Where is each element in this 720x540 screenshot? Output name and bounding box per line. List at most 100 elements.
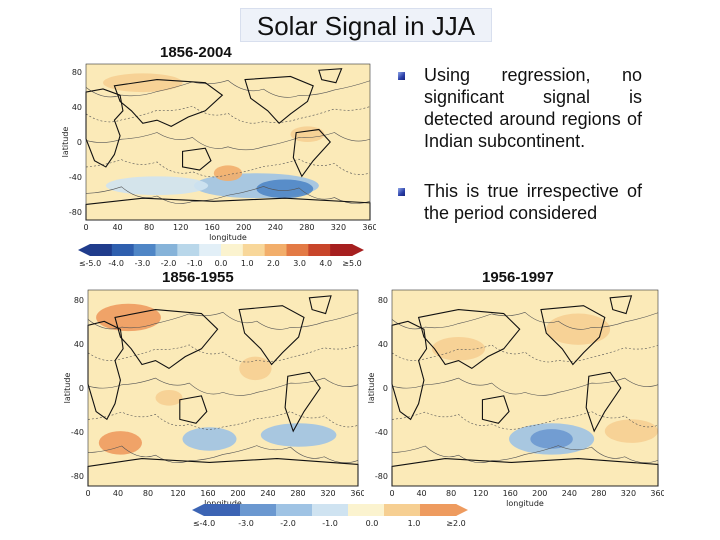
anomaly-region [431,337,486,361]
colorbar-tick-label: 0.0 [215,259,228,268]
colorbar-arrow-right [456,504,468,516]
y-tick-label: 40 [72,103,82,112]
x-tick-label: 360 [362,223,376,232]
colorbar-tick-label: -4.0 [108,259,124,268]
contour-line [87,344,359,363]
colorbar-swatch [133,244,156,256]
coastline [318,68,343,84]
map-panel-1856-1955: 80 40 0 -40 -80 0 40 80 120 160 200 240 280 320 360 lon… [62,288,364,514]
x-tick-label: 200 [236,223,251,232]
y-tick-label: -80 [375,472,388,481]
anomaly-region [98,431,142,455]
x-tick-label: 280 [299,223,314,232]
bullet-text: This is true irrespective of the period … [424,181,642,223]
y-tick-label: 80 [74,296,84,305]
colorbar-tick-label: 2.0 [267,259,280,268]
colorbar-arrow-left [78,244,90,256]
coastline [308,295,332,315]
colorbar-tick-label: -3.0 [238,519,254,528]
x-tick-label: 320 [331,223,346,232]
x-tick-label: 280 [290,489,305,498]
colorbar-tick-label: -3.0 [135,259,151,268]
anomaly-region [103,73,183,93]
contour-line [391,311,659,330]
colorbar-bottom: ≤-4.0 -3.0 -2.0 -1.0 0.0 1.0 ≥2.0 [192,500,468,534]
colorbar-swatch [240,504,277,516]
anomaly-region [256,179,314,199]
square-bullet-icon [398,72,405,80]
contour-line [87,411,359,430]
x-tick-label: 240 [562,489,577,498]
contour-line [87,377,359,396]
x-tick-label: 360 [350,489,364,498]
anomaly-region [155,389,183,406]
y-tick-label: -40 [69,173,82,182]
colorbar-swatch [90,244,113,256]
y-tick-label: 0 [77,138,82,147]
colorbar-swatch [348,504,385,516]
x-axis-label: longitude [506,499,544,508]
y-axis-label: latitude [63,373,72,404]
colorbar-tick-label: ≥5.0 [342,259,361,268]
y-axis-label: latitude [367,373,376,404]
x-tick-label: 0 [83,223,88,232]
x-tick-label: 240 [260,489,275,498]
coastline [540,305,606,366]
x-tick-label: 80 [143,489,153,498]
square-bullet-icon [398,188,405,196]
anomaly-region [530,429,573,449]
anomaly-region [260,423,337,447]
x-tick-label: 120 [173,223,188,232]
coastline [481,395,510,424]
bullet-item: Using regression, no significant signal … [398,64,642,152]
period-label-1856-2004: 1856-2004 [160,44,232,61]
x-tick-label: 0 [389,489,394,498]
coastline [609,295,633,315]
y-tick-label: 40 [378,340,388,349]
x-tick-label: 200 [532,489,547,498]
coastline [114,309,219,370]
colorbar-swatch [155,244,178,256]
map-panel-1856-2004: 80 40 0 -40 -80 0 40 80 120 160 200 240 280 320 360 lon… [60,62,376,248]
y-tick-label: -40 [71,428,84,437]
coastline [238,305,305,366]
colorbar-tick-label: 0.0 [366,519,379,528]
y-tick-label: 0 [383,384,388,393]
x-axis-label: longitude [209,233,247,242]
coastline [391,320,428,421]
x-tick-label: 160 [200,489,215,498]
x-tick-label: 160 [503,489,518,498]
colorbar-tick-label: 1.0 [241,259,254,268]
coastline [179,395,208,424]
contour-line [85,79,371,98]
x-tick-label: 240 [268,223,283,232]
colorbar-svg: ≤-5.0 -4.0 -3.0 -2.0 -1.0 0.0 1.0 2.0 3.0 4.0 ≥5.0 [78,244,364,268]
y-tick-label: -40 [375,428,388,437]
contour-line [391,377,659,396]
x-tick-label: 80 [446,489,456,498]
y-tick-label: -80 [71,472,84,481]
period-label-1956-1997: 1956-1997 [482,269,554,286]
anomaly-region [213,165,243,181]
map-frame [391,289,659,487]
contour-line [85,186,371,204]
x-tick-label: 0 [85,489,90,498]
colorbar-swatch [242,244,266,256]
colorbar-tick-label: 4.0 [319,259,332,268]
colorbar-swatch [204,504,241,516]
colorbar-tick-label: -1.0 [322,519,338,528]
colorbar-tick-label: ≥2.0 [446,519,465,528]
colorbar-arrow-right [352,244,364,256]
y-tick-label: -80 [69,208,82,217]
slide-title: Solar Signal in JJA [240,8,492,42]
y-tick-label: 80 [72,68,82,77]
coastline [113,79,224,128]
coastline [417,309,521,370]
colorbar-swatch [177,244,200,256]
colorbar-tick-label: 3.0 [293,259,306,268]
colorbar-swatch [264,244,287,256]
colorbar-tick-label: 1.0 [408,519,421,528]
